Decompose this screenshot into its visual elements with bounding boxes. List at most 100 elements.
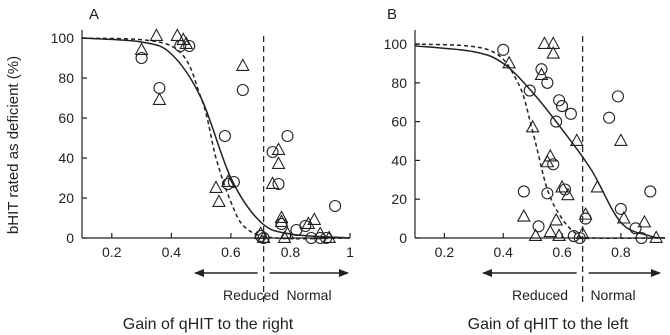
circle-point xyxy=(281,129,294,143)
panel-a: A 0.2 0.4 0.6 0.8 1 0 20 40 60 80 100 Reduced Norm… xyxy=(51,6,354,333)
triangle-point xyxy=(555,179,569,193)
x-tick-label: 0.6 xyxy=(552,244,572,260)
triangle-point xyxy=(274,214,289,227)
circle-point xyxy=(236,83,249,97)
triangle-point xyxy=(552,228,567,242)
triangle-point xyxy=(534,67,549,80)
circle-point xyxy=(614,202,627,215)
circle-point xyxy=(556,100,569,113)
triangle-point xyxy=(179,36,194,49)
triangle-point xyxy=(253,226,268,239)
triangle-point xyxy=(271,142,286,155)
triangle-point xyxy=(176,32,191,45)
triangle-point xyxy=(561,187,575,201)
x-tick-label: 0.8 xyxy=(611,244,631,260)
y-tick-label: 60 xyxy=(58,110,74,126)
triangle-point xyxy=(212,194,226,207)
x-tick-label: 1 xyxy=(346,244,354,260)
circle-point xyxy=(535,63,548,76)
triangle-point xyxy=(546,36,561,49)
circle-point xyxy=(299,219,312,233)
y-tick-label: 40 xyxy=(58,150,74,166)
triangle-point xyxy=(307,212,322,225)
triangle-point xyxy=(543,148,558,162)
circle-point xyxy=(611,90,624,103)
circle-point xyxy=(517,185,530,198)
triangle-point xyxy=(152,92,167,105)
panel-b-x-axis-label: Gain of qHIT to the left xyxy=(468,316,629,333)
circle-point xyxy=(532,220,545,233)
triangle-point xyxy=(313,226,328,239)
triangle-point xyxy=(502,55,517,69)
triangle-point xyxy=(569,133,584,146)
dashed-fit-curve xyxy=(414,43,666,240)
y-axis-label: bHIT rated as deficient (%) xyxy=(5,56,22,234)
y-tick-label: 100 xyxy=(51,30,75,46)
triangle-point xyxy=(543,224,558,238)
circle-point xyxy=(635,231,648,245)
circle-point xyxy=(603,111,616,124)
circle-point xyxy=(218,129,231,143)
panel-a-reduced-label: Reduced xyxy=(223,287,279,303)
circle-point xyxy=(266,145,279,159)
circle-point xyxy=(275,217,288,231)
triangle-point xyxy=(280,226,295,239)
circle-point xyxy=(153,81,166,95)
circle-point xyxy=(329,199,342,213)
circle-point xyxy=(497,43,510,56)
circle-point xyxy=(541,187,554,200)
y-tick-label: 80 xyxy=(58,70,74,86)
triangle-point xyxy=(649,230,664,243)
x-tick-label: 0.4 xyxy=(494,244,514,260)
triangle-point xyxy=(516,208,531,222)
triangle-point xyxy=(549,212,564,226)
circle-point xyxy=(564,107,577,120)
y-tick-label: 60 xyxy=(391,114,407,130)
triangle-point xyxy=(537,36,552,49)
y-tick-label: 100 xyxy=(384,36,408,52)
triangle-point xyxy=(590,179,605,193)
x-tick-label: 0.4 xyxy=(162,244,182,260)
dashed-fit-curve xyxy=(81,37,351,240)
circle-point xyxy=(567,230,580,243)
x-tick-label: 0.2 xyxy=(435,244,455,260)
circle-point xyxy=(272,177,285,191)
solid-fit-curve xyxy=(414,45,666,239)
triangle-point xyxy=(546,45,561,59)
triangle-point xyxy=(149,28,164,41)
triangle-point xyxy=(209,180,223,193)
triangle-point xyxy=(271,156,286,169)
panel-b: B 0.2 0.4 0.6 0.8 0 20 40 60 80 100 Reduced Norma… xyxy=(384,6,666,333)
x-tick-label: 0.6 xyxy=(221,244,241,260)
y-tick-label: 40 xyxy=(391,152,407,168)
triangle-point xyxy=(578,206,593,220)
circle-point xyxy=(644,185,657,198)
circle-point xyxy=(135,51,148,65)
triangle-point xyxy=(256,230,271,243)
panel-b-normal-label: Normal xyxy=(590,287,635,303)
triangle-point xyxy=(637,214,652,228)
panel-b-letter: B xyxy=(387,6,397,23)
circle-point xyxy=(547,158,560,171)
circle-point xyxy=(221,177,234,191)
circle-point xyxy=(183,39,196,53)
panel-a-x-axis-label: Gain of qHIT to the right xyxy=(123,316,294,333)
x-tick-label: 0.2 xyxy=(102,244,122,260)
y-tick-label: 20 xyxy=(391,191,407,207)
triangle-point xyxy=(170,28,185,41)
triangle-point xyxy=(525,119,540,133)
circle-point xyxy=(553,94,566,107)
circle-point xyxy=(541,76,554,89)
y-tick-label: 20 xyxy=(58,190,74,206)
y-tick-label: 0 xyxy=(66,230,74,246)
circle-point xyxy=(550,115,563,128)
circle-point xyxy=(523,84,536,97)
panel-a-normal-label: Normal xyxy=(286,287,331,303)
panel-a-letter: A xyxy=(89,6,99,23)
triangle-point xyxy=(220,174,235,187)
triangle-point xyxy=(265,176,280,189)
solid-fit-curve xyxy=(81,37,351,239)
panel-b-reduced-label: Reduced xyxy=(512,287,568,303)
triangle-point xyxy=(134,42,149,55)
triangle-point xyxy=(235,58,250,71)
